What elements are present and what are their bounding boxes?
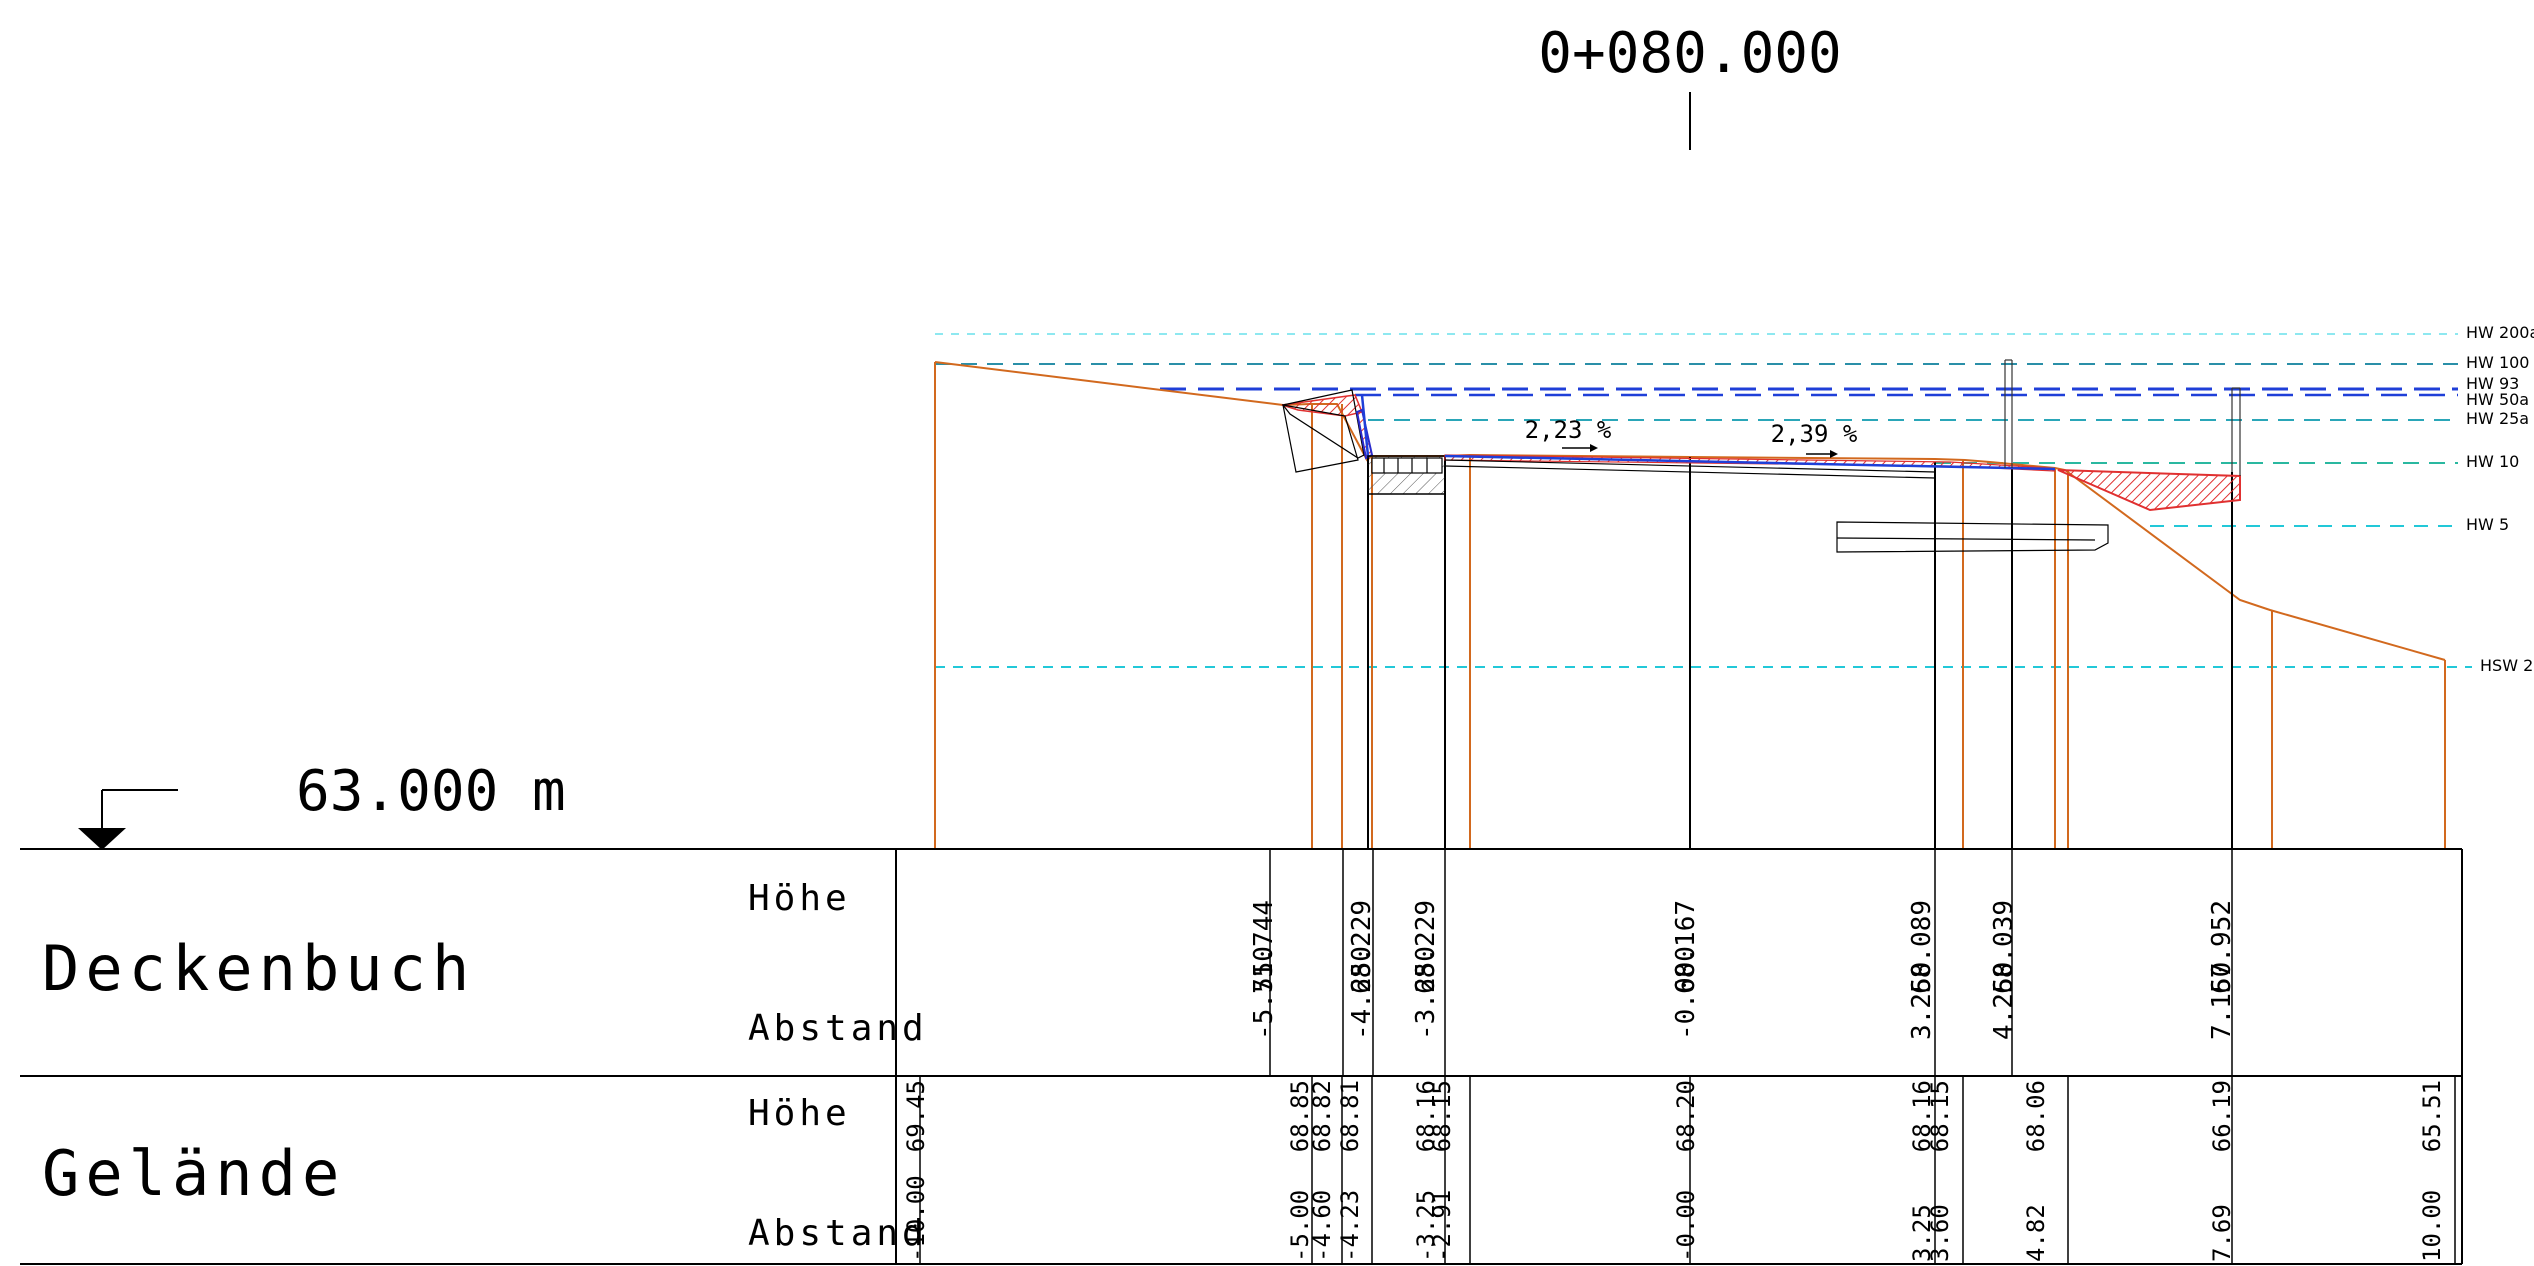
table-value-abstand: -2.91 [1428, 1190, 1456, 1262]
table-value-abstand: 10.00 [2418, 1190, 2446, 1262]
table-value-abstand: -0.00 [1672, 1190, 1700, 1262]
water-level-label: HW 10 [2466, 452, 2519, 471]
table-values: 71.744-5.550 68.229-4.250 68.229-3.250 68.1… [902, 849, 2456, 1264]
table-value-abstand: -0.000 [1671, 946, 1701, 1040]
table-value-abstand: 4.82 [2022, 1204, 2050, 1262]
water-level-label: HW 100 [2466, 353, 2529, 372]
table-value-hoehe: 68.229 [1347, 900, 1377, 994]
row-label-hoehe: Höhe [748, 1093, 851, 1134]
slope-arrow-right-head [1830, 450, 1838, 458]
slope-label-right: 2,39 % [1771, 420, 1858, 448]
table-value-hoehe: 68.85 [1286, 1080, 1314, 1152]
table-value-hoehe: 65.51 [2418, 1080, 2446, 1152]
water-level-label: HSW 2 [2480, 656, 2533, 675]
table-value-hoehe: 71.744 [1249, 900, 1279, 994]
table-value-abstand: -10.00 [902, 1175, 930, 1262]
table-value-abstand: -3.250 [1411, 946, 1441, 1040]
table-value-hoehe: 68.81 [1336, 1080, 1364, 1152]
water-level-label: HW 200a [2466, 323, 2534, 342]
water-level-label: HW 5 [2466, 515, 2509, 534]
table-value-hoehe: 66.19 [2208, 1080, 2236, 1152]
table-value-abstand: 3.250 [1907, 962, 1937, 1040]
table-value-hoehe: 68.16 [1412, 1080, 1440, 1152]
water-level-label: HW 93 [2466, 374, 2519, 393]
data-table [20, 848, 2463, 1265]
table-value-abstand: 3.25 [1908, 1204, 1936, 1262]
table-value-hoehe: 68.15 [1926, 1080, 1954, 1152]
section-title-deckenbuch: Deckenbuch [42, 932, 475, 1005]
table-value-hoehe: 68.06 [2022, 1080, 2050, 1152]
table-value-abstand: 7.69 [2208, 1204, 2236, 1262]
table-value-hoehe: 68.16 [1908, 1080, 1936, 1152]
water-level-label: HW 25a [2466, 409, 2529, 428]
table-value-abstand: -5.00 [1286, 1190, 1314, 1262]
datum-triangle [78, 828, 126, 850]
table-value-hoehe: 68.82 [1308, 1080, 1336, 1152]
slope-arrow-left-head [1590, 444, 1598, 452]
table-value-hoehe: 68.20 [1672, 1080, 1700, 1152]
design-verticals [1367, 456, 2233, 848]
station-label: 0+080.000 [1538, 21, 1841, 86]
section-title-gelaende: Gelände [42, 1137, 345, 1210]
table-value-abstand: 4.250 [1989, 962, 2019, 1040]
table-value-abstand: 7.150 [2207, 962, 2237, 1040]
table-value-abstand: -5.550 [1249, 946, 1279, 1040]
table-value-abstand: -4.60 [1308, 1190, 1336, 1262]
table-value-abstand: -3.25 [1412, 1190, 1440, 1262]
table-value-hoehe: 68.167 [1671, 900, 1701, 994]
table-value-abstand: -4.23 [1336, 1190, 1364, 1262]
deck-structure [1281, 359, 2241, 553]
table-value-hoehe: 68.229 [1411, 900, 1441, 994]
table-value-abstand: -4.250 [1347, 946, 1377, 1040]
terrain-verticals [934, 362, 2446, 848]
row-label-abstand: Abstand [748, 1008, 928, 1049]
table-value-hoehe: 69.45 [902, 1080, 930, 1152]
table-value-hoehe: 68.089 [1907, 900, 1937, 994]
table-value-hoehe: 67.952 [2207, 900, 2237, 994]
row-label-hoehe: Höhe [748, 878, 851, 919]
table-value-abstand: 3.60 [1926, 1204, 1954, 1262]
slope-label-left: 2,23 % [1525, 416, 1612, 444]
datum-label: 63.000 m [296, 759, 566, 824]
row-label-abstand: Abstand [748, 1213, 928, 1254]
table-value-hoehe: 68.15 [1428, 1080, 1456, 1152]
water-level-label: HW 50a [2466, 390, 2529, 409]
table-value-hoehe: 68.039 [1989, 900, 2019, 994]
